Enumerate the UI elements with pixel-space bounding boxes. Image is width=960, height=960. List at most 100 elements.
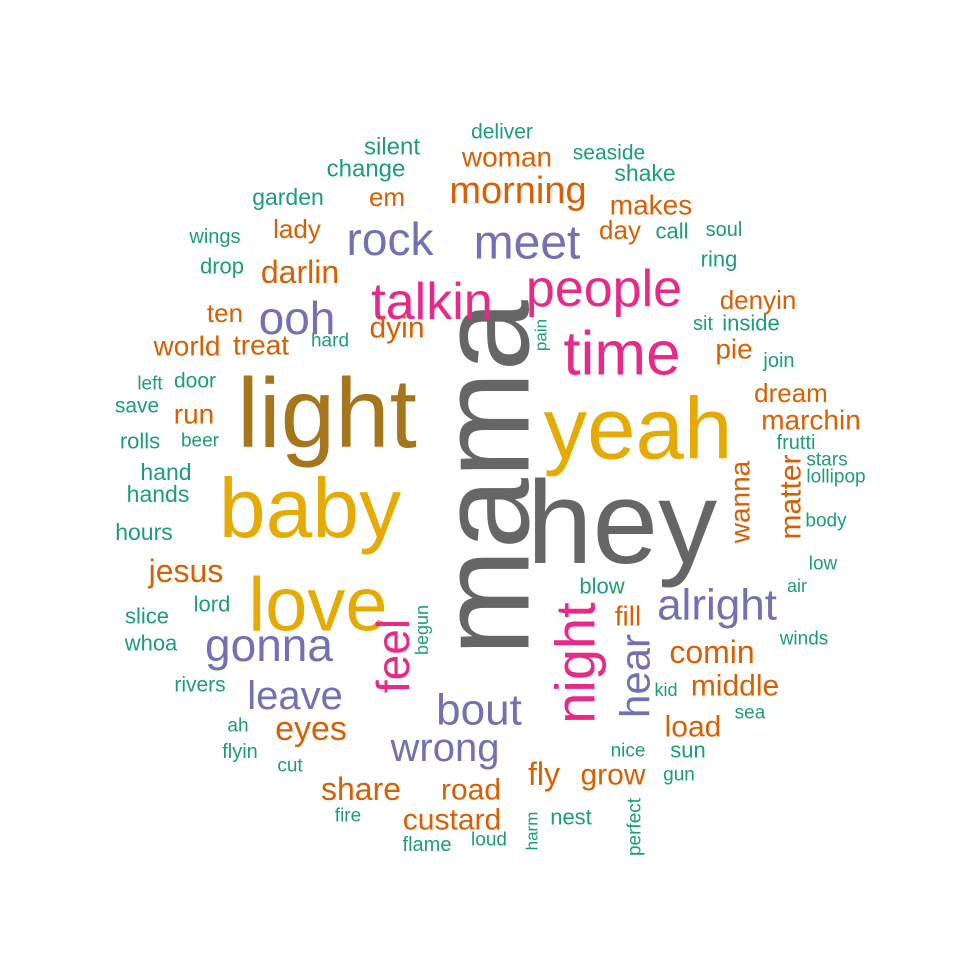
word-jesus: jesus (148, 553, 224, 589)
word-sun: sun (670, 738, 705, 763)
word-shake: shake (614, 160, 675, 186)
word-day: day (599, 215, 641, 245)
word-garden: garden (252, 184, 324, 210)
word-feel: feel (367, 619, 419, 693)
word-bout: bout (436, 686, 522, 735)
word-whoa: whoa (124, 631, 178, 656)
word-ring: ring (701, 247, 738, 272)
word-harm: harm (523, 812, 542, 851)
word-seaside: seaside (573, 142, 645, 165)
word-custard: custard (403, 804, 501, 837)
word-fill: fill (615, 601, 641, 632)
word-silent: silent (364, 134, 420, 161)
word-treat: treat (233, 330, 289, 361)
word-comin: comin (669, 634, 754, 670)
word-hands: hands (127, 481, 190, 507)
word-baby: baby (219, 461, 401, 555)
word-call: call (655, 219, 688, 244)
word-share: share (321, 771, 401, 807)
word-load: load (665, 711, 722, 744)
word-time: time (563, 320, 680, 389)
word-denyin: denyin (720, 285, 797, 315)
word-pain: pain (532, 319, 551, 351)
word-deliver: deliver (471, 121, 533, 144)
word-morning: morning (449, 170, 586, 212)
word-middle: middle (691, 670, 779, 703)
word-nice: nice (611, 741, 646, 762)
word-marchin: marchin (761, 405, 861, 436)
word-run: run (174, 399, 214, 430)
word-talkin: talkin (371, 273, 492, 331)
word-sea: sea (735, 703, 766, 724)
word-ten: ten (207, 298, 243, 328)
word-alright: alright (657, 581, 777, 630)
word-winds: winds (779, 629, 829, 650)
word-light: light (237, 358, 417, 468)
word-rolls: rolls (120, 429, 160, 454)
word-cut: cut (277, 756, 303, 777)
word-makes: makes (610, 190, 692, 221)
word-hand: hand (140, 459, 191, 485)
word-dyin: dyin (369, 312, 424, 345)
word-wanna: wanna (725, 460, 756, 544)
word-eyes: eyes (275, 710, 347, 748)
word-leave: leave (247, 674, 343, 718)
word-door: door (174, 370, 216, 393)
word-meet: meet (474, 217, 581, 270)
word-world: world (153, 331, 221, 362)
word-rivers: rivers (174, 674, 225, 697)
word-lollipop: lollipop (806, 467, 865, 488)
word-ah: ah (227, 716, 248, 737)
word-nest: nest (550, 805, 592, 830)
word-hear: hear (612, 634, 659, 718)
word-left: left (137, 374, 163, 395)
word-join: join (762, 350, 794, 372)
word-soul: soul (706, 219, 743, 241)
word-change: change (327, 156, 406, 183)
word-wings: wings (188, 226, 240, 248)
word-road: road (441, 774, 501, 807)
word-night: night (544, 602, 607, 724)
word-sit: sit (693, 313, 713, 335)
word-begun: begun (412, 605, 432, 655)
word-yeah: yeah (544, 381, 733, 478)
word-kid: kid (654, 680, 677, 700)
word-dream: dream (754, 378, 828, 408)
word-gun: gun (663, 765, 695, 786)
word-love: love (248, 563, 387, 648)
word-ooh: ooh (259, 292, 336, 344)
word-woman: woman (461, 142, 552, 173)
word-flyin: flyin (222, 741, 258, 763)
word-rock: rock (347, 213, 435, 265)
word-low: low (809, 554, 838, 575)
word-frutti: frutti (777, 432, 816, 454)
word-em: em (369, 182, 405, 212)
word-drop: drop (200, 254, 244, 279)
word-matter: matter (775, 454, 808, 539)
word-save: save (115, 395, 159, 418)
word-fire: fire (335, 806, 361, 827)
word-lady: lady (273, 214, 321, 244)
word-beer: beer (181, 431, 220, 452)
word-lord: lord (194, 592, 231, 617)
word-wrong: wrong (390, 726, 500, 770)
word-hours: hours (115, 519, 173, 545)
word-loud: loud (471, 830, 507, 851)
word-air: air (787, 576, 807, 596)
word-body: body (805, 511, 847, 532)
word-stars: stars (806, 450, 847, 471)
word-grow: grow (580, 759, 645, 792)
word-slice: slice (125, 604, 169, 629)
word-mama: mama (414, 299, 557, 655)
word-people: people (526, 260, 682, 318)
word-hard: hard (311, 331, 349, 352)
word-fly: fly (528, 756, 560, 792)
word-gonna: gonna (205, 619, 333, 671)
word-perfect: perfect (625, 797, 646, 856)
word-pie: pie (715, 334, 752, 365)
word-flame: flame (403, 834, 452, 856)
word-blow: blow (579, 574, 624, 599)
word-hey: hey (527, 457, 717, 589)
